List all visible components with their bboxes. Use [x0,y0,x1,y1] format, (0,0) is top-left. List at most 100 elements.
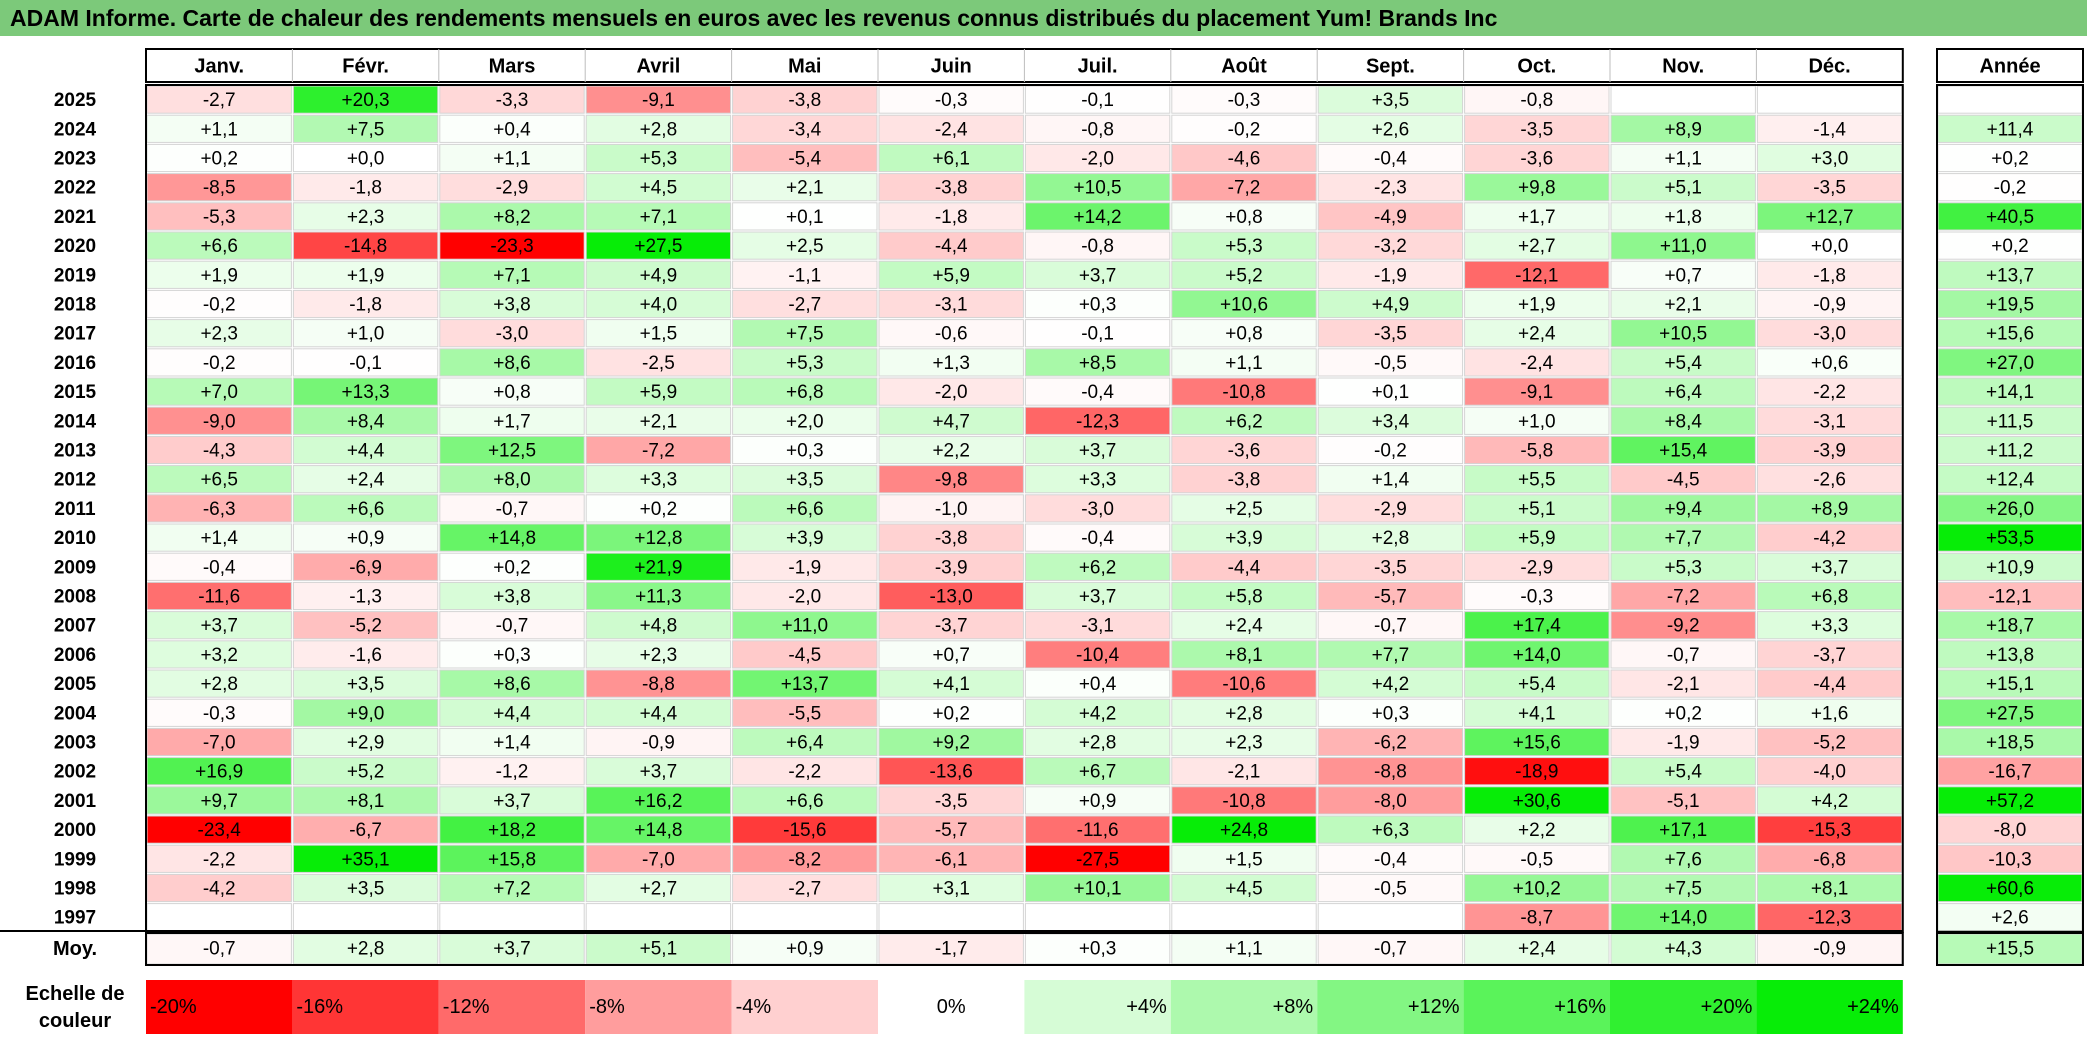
heat-cell [1756,406,1903,435]
cell-value: +2,5 [1225,499,1263,520]
heat-cell [1610,289,1756,319]
average-value: +0,3 [1079,939,1117,960]
scale-swatch [731,980,878,1034]
cell-value: +7,5 [786,324,824,345]
annual-value: +18,5 [1986,733,2034,754]
cell-value: -0,8 [1520,90,1553,111]
cell-value: -7,2 [1667,587,1700,608]
annual-value: +11,4 [1987,119,2034,140]
heat-cell [1610,143,1756,173]
heat-cell [1171,757,1317,786]
cell-value: +5,4 [1518,674,1556,695]
cell-value: +3,7 [1079,587,1117,608]
heat-cell [292,844,439,873]
cell-value: +0,7 [1664,265,1702,286]
heat-cell [732,348,878,377]
average-cell [1610,933,1756,965]
average-cell [292,933,439,965]
heat-cell [1610,844,1756,873]
cell-value: +2,3 [1225,733,1263,754]
heat-cell [292,611,439,640]
heat-cell [1171,581,1317,611]
average-label: Moy. [53,938,97,960]
heat-cell [1024,114,1171,143]
heat-cell [439,640,585,669]
annual-cell [1937,173,2083,202]
annual-value: -16,7 [1988,762,2031,783]
cell-value: +6,5 [200,470,238,491]
cell-value: +2,4 [1518,324,1556,345]
heat-cell [1317,377,1464,406]
cell-value: +7,2 [493,879,531,900]
cell-value: +4,2 [1079,703,1117,724]
heat-cell [146,786,292,815]
cell-value: -0,2 [1374,441,1407,462]
row-year-2008: 2008 [54,587,96,608]
cell-value: +7,5 [347,119,385,140]
heat-cell [1171,85,1317,114]
cell-value: -3,7 [935,616,968,637]
column-header-2: Mars [489,56,536,78]
cell-value: -18,9 [1515,762,1558,783]
heat-cell [292,143,439,173]
heat-cell [1024,143,1171,173]
heat-cell [292,114,439,143]
cell-value: -23,3 [490,236,533,257]
scale-swatch [878,980,1025,1034]
average-value: -0,9 [1813,939,1846,960]
cell-value: -3,0 [496,324,529,345]
heat-cell [439,173,585,202]
cell-value: +3,8 [493,587,531,608]
annual-value: +12,4 [1986,470,2035,491]
cell-value: +4,4 [493,703,531,724]
cell-value: -0,4 [1081,382,1114,403]
heat-cell [1024,348,1171,377]
heat-cell [585,903,732,932]
column-header-11: Déc. [1808,56,1850,78]
heat-cell [146,640,292,669]
cell-value: +0,3 [493,645,531,666]
heat-cell [1024,581,1171,611]
heat-cell [292,581,439,611]
heat-cell [146,465,292,494]
heat-cell [1610,85,1756,114]
heat-cell [439,406,585,435]
heat-cell [1756,844,1903,873]
heat-cell [1317,844,1464,873]
heat-cell [585,757,732,786]
column-header-6: Juil. [1078,56,1118,78]
cell-value: +4,2 [1811,791,1849,812]
heat-cell [1024,406,1171,435]
cell-value: -4,4 [935,236,968,257]
cell-value: +4,4 [640,703,678,724]
cell-value: -1,8 [1813,265,1846,286]
cell-value: -3,0 [1813,324,1846,345]
cell-value: +7,6 [1664,849,1702,870]
cell-value: -4,2 [1813,528,1846,549]
heat-cell [439,611,585,640]
column-header-3: Avril [637,56,681,78]
heat-cell [585,581,732,611]
cell-value: -5,7 [935,820,968,841]
heat-cell [1317,465,1464,494]
cell-value: -1,9 [788,557,821,578]
heat-cell [439,669,585,698]
average-cell [732,933,878,965]
cell-value: +3,3 [640,470,678,491]
heat-cell [1024,815,1171,844]
heat-cell [292,202,439,231]
cell-value: +3,8 [493,295,531,316]
cell-value: -7,0 [203,733,236,754]
cell-value: +1,1 [1225,353,1263,374]
cell-value: -15,3 [1808,820,1851,841]
cell-value: +11,0 [781,616,828,637]
annual-header-frame [1936,48,2084,83]
heat-cell [292,85,439,114]
heat-cell [1317,435,1464,465]
cell-value: -4,4 [1228,557,1261,578]
heat-cell [1171,348,1317,377]
cell-value: -11,6 [1077,820,1119,841]
cell-value: +1,4 [1372,470,1410,491]
cell-value: -3,8 [935,178,968,199]
heat-cell [1171,465,1317,494]
